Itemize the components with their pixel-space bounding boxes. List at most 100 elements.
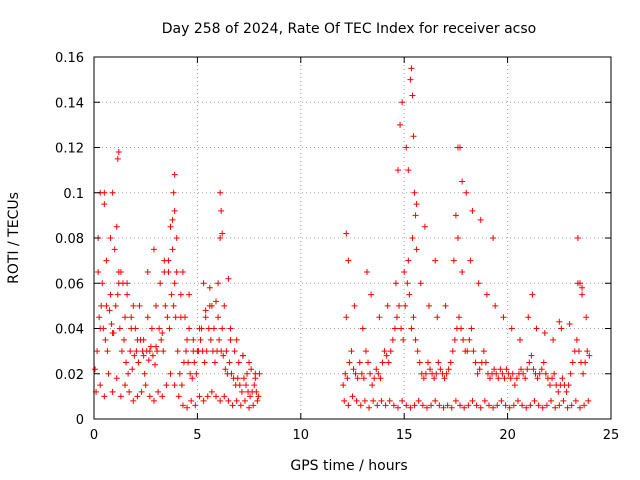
data-point [192, 402, 199, 409]
data-point [491, 366, 498, 373]
data-point [148, 325, 155, 332]
data-point [171, 171, 178, 178]
data-point [211, 359, 218, 366]
y-axis-label: ROTI / TECUs [6, 192, 22, 284]
data-point [416, 359, 423, 366]
data-point [403, 144, 410, 151]
data-point [443, 370, 450, 377]
data-point [103, 257, 110, 264]
data-point [122, 382, 129, 389]
data-point [563, 388, 570, 395]
data-point [424, 359, 431, 366]
data-point [493, 370, 500, 377]
data-points [92, 65, 593, 411]
data-point [523, 404, 530, 411]
data-point [248, 366, 255, 373]
data-point [514, 397, 521, 404]
data-point [564, 404, 571, 411]
data-point [381, 348, 388, 355]
data-point [449, 348, 456, 355]
data-point [410, 314, 417, 321]
data-point [559, 375, 566, 382]
data-point [202, 314, 209, 321]
data-point [495, 375, 502, 382]
data-point [179, 268, 186, 275]
data-point [106, 307, 113, 314]
data-point [215, 280, 222, 287]
data-point [349, 393, 356, 400]
data-point [402, 302, 409, 309]
data-point [407, 76, 414, 83]
data-point [250, 402, 257, 409]
data-point [377, 375, 384, 382]
y-tick-label: 0.06 [55, 277, 84, 292]
data-point [142, 382, 149, 389]
data-point [223, 348, 230, 355]
data-point [494, 402, 501, 409]
data-point [190, 348, 197, 355]
data-point [166, 325, 173, 332]
data-point [450, 257, 457, 264]
data-point [117, 268, 124, 275]
data-point [120, 336, 127, 343]
data-point [221, 393, 228, 400]
data-point [487, 375, 494, 382]
data-point [447, 359, 454, 366]
data-point [253, 388, 260, 395]
data-point [240, 375, 247, 382]
data-point [227, 336, 234, 343]
data-point [135, 359, 142, 366]
data-point [221, 302, 228, 309]
data-point [239, 352, 246, 359]
data-point [480, 348, 487, 355]
data-point [340, 382, 347, 389]
data-point [118, 348, 125, 355]
y-tick-label: 0.16 [55, 51, 84, 66]
data-point [140, 352, 147, 359]
data-point [210, 325, 217, 332]
data-point [434, 314, 441, 321]
data-point [409, 92, 416, 99]
data-point [442, 302, 449, 309]
data-point [170, 189, 177, 196]
data-point [475, 280, 482, 287]
data-point [472, 359, 479, 366]
data-point [586, 352, 593, 359]
data-point [216, 336, 223, 343]
data-point [530, 366, 537, 373]
data-point [351, 302, 358, 309]
data-point [539, 404, 546, 411]
data-point [343, 314, 350, 321]
data-point [452, 397, 459, 404]
data-point [177, 291, 184, 298]
data-point [103, 302, 110, 309]
data-point [365, 359, 372, 366]
data-point [208, 302, 215, 309]
data-point [141, 370, 148, 377]
data-point [474, 370, 481, 377]
data-point [490, 404, 497, 411]
data-point [399, 397, 406, 404]
data-point [507, 375, 514, 382]
data-point [432, 397, 439, 404]
data-point [244, 370, 251, 377]
data-point [234, 375, 241, 382]
data-point [383, 352, 390, 359]
data-point [550, 336, 557, 343]
data-point [134, 393, 141, 400]
data-point [147, 343, 154, 350]
data-point [410, 133, 417, 140]
data-point [417, 280, 424, 287]
data-point [252, 370, 259, 377]
y-tick-label: 0.1 [63, 187, 84, 202]
data-point [459, 268, 466, 275]
data-point [548, 397, 555, 404]
data-point [251, 382, 258, 389]
data-point [573, 336, 580, 343]
data-point [403, 402, 410, 409]
data-point [130, 397, 137, 404]
data-point [129, 366, 136, 373]
data-point [101, 393, 108, 400]
data-point [109, 388, 116, 395]
data-point [483, 291, 490, 298]
